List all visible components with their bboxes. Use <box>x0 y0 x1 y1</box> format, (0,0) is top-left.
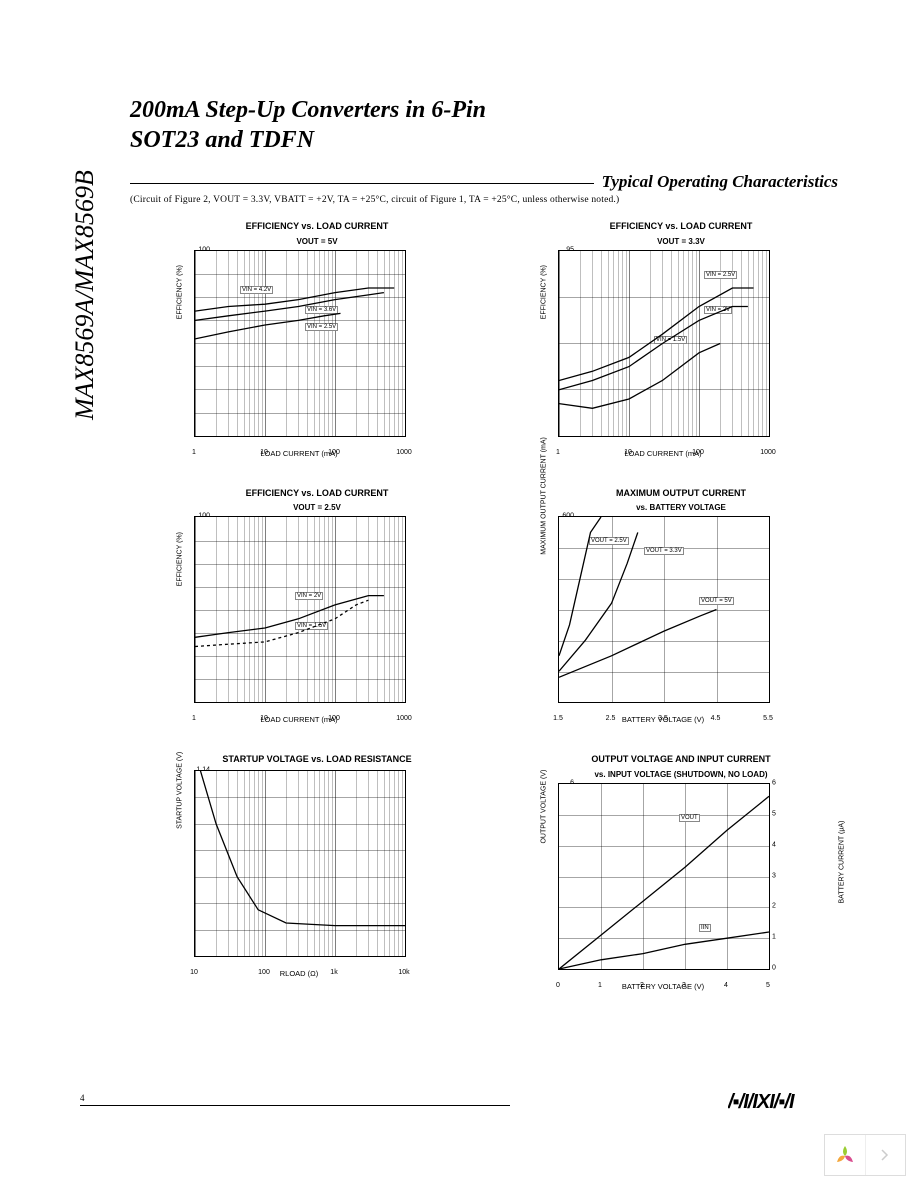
next-page-button[interactable] <box>865 1135 906 1175</box>
chart-subtitle: vs. INPUT VOLTAGE (SHUTDOWN, NO LOAD) <box>534 770 828 779</box>
title-line-2: SOT23 and TDFN <box>130 127 314 153</box>
charts-grid: EFFICIENCY vs. LOAD CURRENT VOUT = 5V EFFI… <box>130 221 838 991</box>
section-title: Typical Operating Characteristics <box>594 172 838 192</box>
chart-title: EFFICIENCY vs. LOAD CURRENT <box>170 488 464 500</box>
chart-1: EFFICIENCY vs. LOAD CURRENT VOUT = 3.3V EF… <box>534 221 828 458</box>
chart-3: MAXIMUM OUTPUT CURRENT vs. BATTERY VOLTAG… <box>534 488 828 725</box>
svg-text:/▪/I/IXI/▪/I: /▪/I/IXI/▪/I <box>728 1091 795 1113</box>
x-axis-label: RLOAD (Ω) <box>194 969 404 978</box>
test-conditions: (Circuit of Figure 2, VOUT = 3.3V, VBATT… <box>130 195 838 205</box>
plot-area: VIN = 2.5VVIN = 2VVIN = 1.5V <box>558 250 770 437</box>
plot-area: VIN = 4.2VVIN = 3.6VVIN = 2.5V <box>194 250 406 437</box>
y-axis-label: EFFICIENCY (%) <box>177 532 184 586</box>
title-line-1: 200mA Step-Up Converters in 6-Pin <box>130 97 486 123</box>
maxim-logo: /▪/I/IXI/▪/I <box>728 1091 838 1119</box>
x-axis-label: BATTERY VOLTAGE (V) <box>558 982 768 991</box>
chart-title: EFFICIENCY vs. LOAD CURRENT <box>170 221 464 233</box>
footer-rule <box>80 1105 510 1106</box>
x-axis-label: LOAD CURRENT (mA) <box>194 449 404 458</box>
chart-2: EFFICIENCY vs. LOAD CURRENT VOUT = 2.5V EF… <box>170 488 464 725</box>
chart-subtitle: VOUT = 5V <box>170 237 464 246</box>
page-footer: 4 /▪/I/IXI/▪/I <box>80 1105 838 1106</box>
chart-title: STARTUP VOLTAGE vs. LOAD RESISTANCE <box>170 754 464 766</box>
chart-subtitle: VOUT = 2.5V <box>170 503 464 512</box>
chart-4: STARTUP VOLTAGE vs. LOAD RESISTANCESTART… <box>170 754 464 991</box>
page-number: 4 <box>80 1093 85 1103</box>
chart-title: EFFICIENCY vs. LOAD CURRENT <box>534 221 828 233</box>
chart-0: EFFICIENCY vs. LOAD CURRENT VOUT = 5V EFFI… <box>170 221 464 458</box>
x-axis-label: LOAD CURRENT (mA) <box>558 449 768 458</box>
chart-subtitle: VOUT = 3.3V <box>534 237 828 246</box>
chart-subtitle: vs. BATTERY VOLTAGE <box>534 503 828 512</box>
chevron-right-icon <box>881 1149 889 1161</box>
plot-area: VOUT = 2.5VVOUT = 3.3VVOUT = 5V <box>558 516 770 703</box>
y-axis-label-right: BATTERY CURRENT (μA) <box>839 857 846 903</box>
chart-title: MAXIMUM OUTPUT CURRENT <box>534 488 828 500</box>
chart-5: OUTPUT VOLTAGE AND INPUT CURRENT vs. INPU… <box>534 754 828 991</box>
provider-logo-icon <box>825 1135 865 1175</box>
page-title: 200mA Step-Up Converters in 6-Pin SOT23 … <box>130 95 838 155</box>
y-axis-label: EFFICIENCY (%) <box>541 265 548 319</box>
plot-area: VIN = 2VVIN = 1.5V <box>194 516 406 703</box>
y-axis-label: STARTUP VOLTAGE (V) <box>177 751 184 828</box>
section-rule: Typical Operating Characteristics <box>130 183 838 185</box>
plot-area: VOUTIIN <box>558 783 770 970</box>
y-axis-label: OUTPUT VOLTAGE (V) <box>541 769 548 843</box>
x-axis-label: LOAD CURRENT (mA) <box>194 715 404 724</box>
chart-title: OUTPUT VOLTAGE AND INPUT CURRENT <box>534 754 828 766</box>
y-axis-label: EFFICIENCY (%) <box>177 265 184 319</box>
plot-area <box>194 770 406 957</box>
page-nav-widget[interactable] <box>824 1134 906 1176</box>
y-axis-label: MAXIMUM OUTPUT CURRENT (mA) <box>541 437 548 555</box>
part-number-side-label: MAX8569A/MAX8569B <box>70 170 100 420</box>
